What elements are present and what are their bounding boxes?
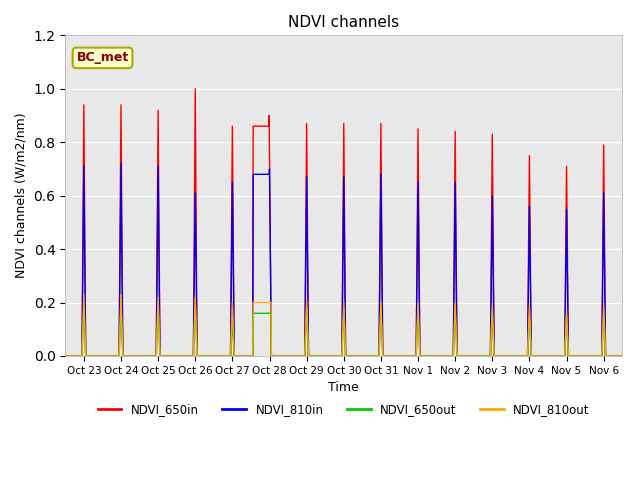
Text: BC_met: BC_met [76, 51, 129, 64]
Title: NDVI channels: NDVI channels [288, 15, 399, 30]
Legend: NDVI_650in, NDVI_810in, NDVI_650out, NDVI_810out: NDVI_650in, NDVI_810in, NDVI_650out, NDV… [93, 398, 595, 420]
X-axis label: Time: Time [328, 381, 359, 394]
Y-axis label: NDVI channels (W/m2/nm): NDVI channels (W/m2/nm) [15, 113, 28, 278]
